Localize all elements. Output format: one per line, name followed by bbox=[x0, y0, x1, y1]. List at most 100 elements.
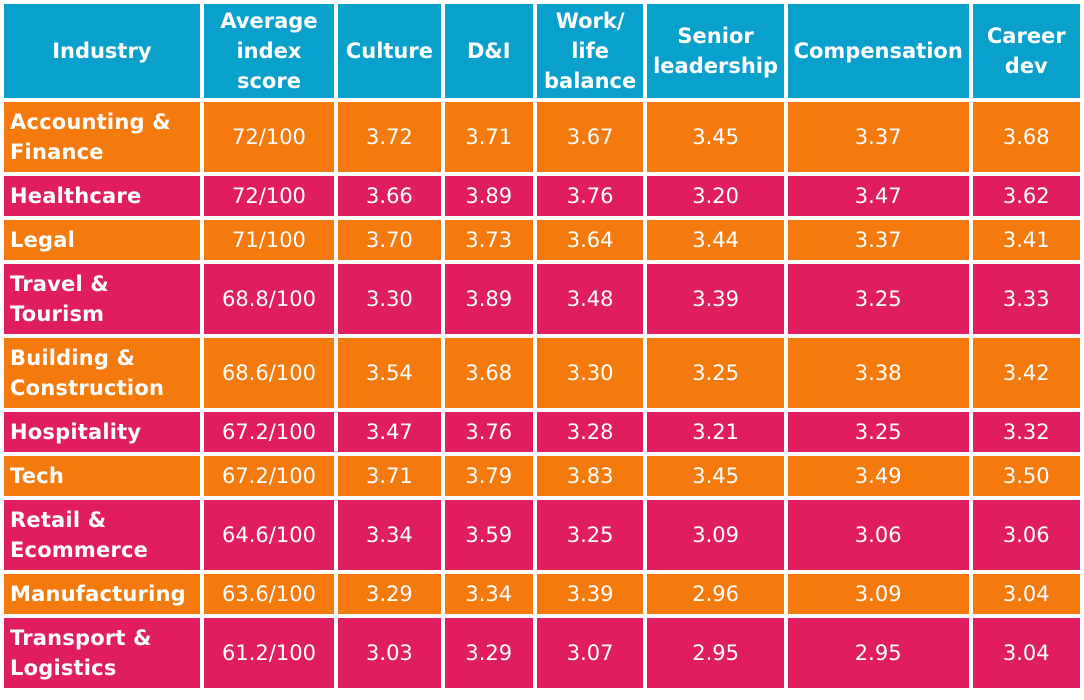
industry-cell: Accounting & Finance bbox=[4, 102, 200, 172]
average-index-score-cell: 72/100 bbox=[203, 102, 335, 172]
header-compensation: Compensation bbox=[787, 4, 969, 98]
dandi-cell: 3.89 bbox=[444, 264, 533, 334]
career-dev-cell: 3.33 bbox=[972, 264, 1080, 334]
senior-leadership-cell: 3.45 bbox=[647, 456, 784, 496]
table-row: Healthcare 72/100 3.66 3.89 3.76 3.20 3.… bbox=[4, 176, 1080, 216]
table-row: Retail & Ecommerce 64.6/100 3.34 3.59 3.… bbox=[4, 500, 1080, 570]
header-row: Industry Average index score Culture D&I… bbox=[4, 4, 1080, 98]
table-row: Accounting & Finance 72/100 3.72 3.71 3.… bbox=[4, 102, 1080, 172]
culture-cell: 3.71 bbox=[338, 456, 441, 496]
dandi-cell: 3.59 bbox=[444, 500, 533, 570]
dandi-cell: 3.89 bbox=[444, 176, 533, 216]
compensation-cell: 2.95 bbox=[787, 618, 969, 688]
career-dev-cell: 3.32 bbox=[972, 412, 1080, 452]
culture-cell: 3.47 bbox=[338, 412, 441, 452]
dandi-cell: 3.73 bbox=[444, 220, 533, 260]
senior-leadership-cell: 3.20 bbox=[647, 176, 784, 216]
compensation-cell: 3.37 bbox=[787, 220, 969, 260]
header-career-dev: Career dev bbox=[972, 4, 1080, 98]
dandi-cell: 3.76 bbox=[444, 412, 533, 452]
average-index-score-cell: 61.2/100 bbox=[203, 618, 335, 688]
compensation-cell: 3.49 bbox=[787, 456, 969, 496]
compensation-cell: 3.25 bbox=[787, 412, 969, 452]
average-index-score-cell: 68.6/100 bbox=[203, 338, 335, 408]
work-life-balance-cell: 3.25 bbox=[536, 500, 644, 570]
work-life-balance-cell: 3.83 bbox=[536, 456, 644, 496]
work-life-balance-cell: 3.39 bbox=[536, 574, 644, 614]
work-life-balance-cell: 3.07 bbox=[536, 618, 644, 688]
dandi-cell: 3.34 bbox=[444, 574, 533, 614]
compensation-cell: 3.25 bbox=[787, 264, 969, 334]
industry-cell: Retail & Ecommerce bbox=[4, 500, 200, 570]
career-dev-cell: 3.04 bbox=[972, 618, 1080, 688]
industry-cell: Legal bbox=[4, 220, 200, 260]
industry-cell: Manufacturing bbox=[4, 574, 200, 614]
culture-cell: 3.66 bbox=[338, 176, 441, 216]
career-dev-cell: 3.41 bbox=[972, 220, 1080, 260]
compensation-cell: 3.38 bbox=[787, 338, 969, 408]
average-index-score-cell: 64.6/100 bbox=[203, 500, 335, 570]
table-row: Building & Construction 68.6/100 3.54 3.… bbox=[4, 338, 1080, 408]
dandi-cell: 3.29 bbox=[444, 618, 533, 688]
senior-leadership-cell: 3.39 bbox=[647, 264, 784, 334]
industry-cell: Transport & Logistics bbox=[4, 618, 200, 688]
table-row: Manufacturing 63.6/100 3.29 3.34 3.39 2.… bbox=[4, 574, 1080, 614]
average-index-score-cell: 72/100 bbox=[203, 176, 335, 216]
senior-leadership-cell: 2.95 bbox=[647, 618, 784, 688]
career-dev-cell: 3.62 bbox=[972, 176, 1080, 216]
compensation-cell: 3.06 bbox=[787, 500, 969, 570]
work-life-balance-cell: 3.28 bbox=[536, 412, 644, 452]
culture-cell: 3.70 bbox=[338, 220, 441, 260]
header-average-index-score: Average index score bbox=[203, 4, 335, 98]
senior-leadership-cell: 3.45 bbox=[647, 102, 784, 172]
senior-leadership-cell: 3.09 bbox=[647, 500, 784, 570]
industry-cell: Healthcare bbox=[4, 176, 200, 216]
average-index-score-cell: 67.2/100 bbox=[203, 412, 335, 452]
header-work-life-balance: Work/ life balance bbox=[536, 4, 644, 98]
senior-leadership-cell: 2.96 bbox=[647, 574, 784, 614]
dandi-cell: 3.68 bbox=[444, 338, 533, 408]
dandi-cell: 3.79 bbox=[444, 456, 533, 496]
work-life-balance-cell: 3.30 bbox=[536, 338, 644, 408]
career-dev-cell: 3.68 bbox=[972, 102, 1080, 172]
culture-cell: 3.30 bbox=[338, 264, 441, 334]
industry-cell: Tech bbox=[4, 456, 200, 496]
header-senior-leadership: Senior leadership bbox=[647, 4, 784, 98]
header-dandi: D&I bbox=[444, 4, 533, 98]
table-row: Tech 67.2/100 3.71 3.79 3.83 3.45 3.49 3… bbox=[4, 456, 1080, 496]
table-row: Legal 71/100 3.70 3.73 3.64 3.44 3.37 3.… bbox=[4, 220, 1080, 260]
career-dev-cell: 3.42 bbox=[972, 338, 1080, 408]
work-life-balance-cell: 3.76 bbox=[536, 176, 644, 216]
culture-cell: 3.54 bbox=[338, 338, 441, 408]
header-culture: Culture bbox=[338, 4, 441, 98]
table-row: Travel & Tourism 68.8/100 3.30 3.89 3.48… bbox=[4, 264, 1080, 334]
table-row: Hospitality 67.2/100 3.47 3.76 3.28 3.21… bbox=[4, 412, 1080, 452]
senior-leadership-cell: 3.25 bbox=[647, 338, 784, 408]
senior-leadership-cell: 3.21 bbox=[647, 412, 784, 452]
career-dev-cell: 3.06 bbox=[972, 500, 1080, 570]
compensation-cell: 3.37 bbox=[787, 102, 969, 172]
average-index-score-cell: 71/100 bbox=[203, 220, 335, 260]
culture-cell: 3.29 bbox=[338, 574, 441, 614]
culture-cell: 3.34 bbox=[338, 500, 441, 570]
industry-cell: Building & Construction bbox=[4, 338, 200, 408]
average-index-score-cell: 67.2/100 bbox=[203, 456, 335, 496]
career-dev-cell: 3.50 bbox=[972, 456, 1080, 496]
culture-cell: 3.03 bbox=[338, 618, 441, 688]
compensation-cell: 3.09 bbox=[787, 574, 969, 614]
header-industry: Industry bbox=[4, 4, 200, 98]
work-life-balance-cell: 3.64 bbox=[536, 220, 644, 260]
culture-cell: 3.72 bbox=[338, 102, 441, 172]
work-life-balance-cell: 3.48 bbox=[536, 264, 644, 334]
table-row: Transport & Logistics 61.2/100 3.03 3.29… bbox=[4, 618, 1080, 688]
industry-cell: Hospitality bbox=[4, 412, 200, 452]
average-index-score-cell: 68.8/100 bbox=[203, 264, 335, 334]
dandi-cell: 3.71 bbox=[444, 102, 533, 172]
compensation-cell: 3.47 bbox=[787, 176, 969, 216]
industry-cell: Travel & Tourism bbox=[4, 264, 200, 334]
career-dev-cell: 3.04 bbox=[972, 574, 1080, 614]
senior-leadership-cell: 3.44 bbox=[647, 220, 784, 260]
work-life-balance-cell: 3.67 bbox=[536, 102, 644, 172]
average-index-score-cell: 63.6/100 bbox=[203, 574, 335, 614]
